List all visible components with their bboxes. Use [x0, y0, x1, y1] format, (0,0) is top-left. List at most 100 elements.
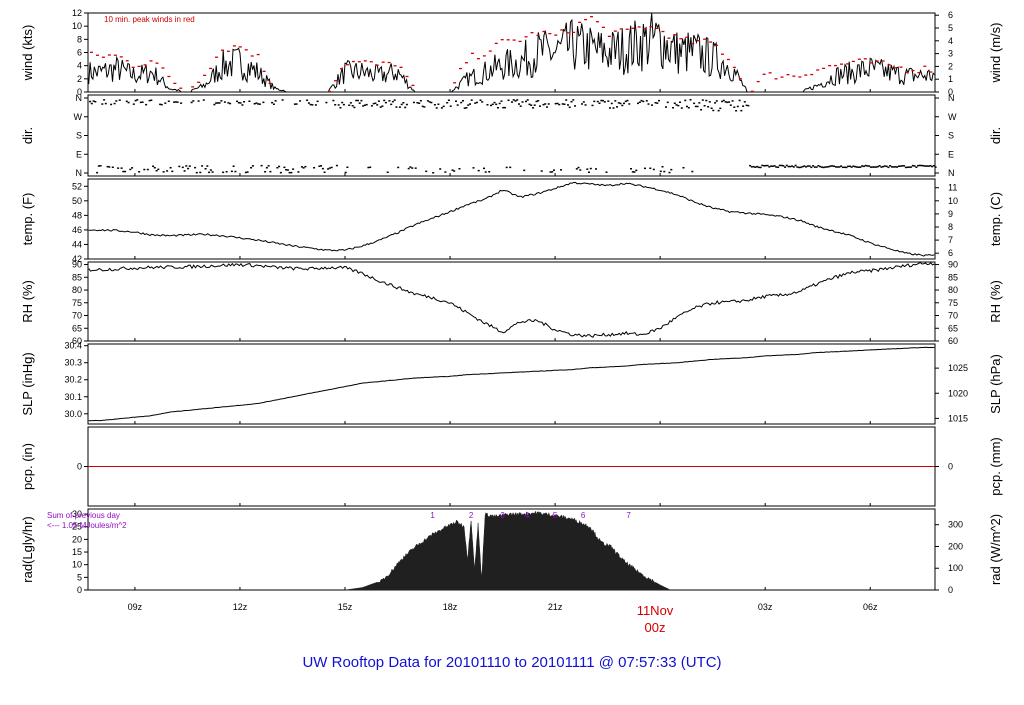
wind-direction-point — [381, 105, 384, 107]
panel-3: temp. (F) temp. (C) 42 44 46 48 50 52 6 7 8 9 10 11 — [20, 178, 1003, 264]
y-tick-label-right: 8 — [948, 222, 953, 232]
wind-direction-point — [735, 110, 738, 112]
wind-direction-point — [157, 168, 160, 171]
date-marker-hour: 00z — [645, 620, 666, 635]
wind-direction-point — [153, 167, 156, 169]
wind-direction-point — [868, 165, 871, 167]
wind-direction-point — [610, 102, 613, 105]
wind-direction-point — [225, 171, 228, 173]
wind-direction-point — [721, 100, 724, 103]
wind-direction-point — [141, 101, 144, 103]
y-tick-label-left: 30.2 — [64, 375, 82, 385]
y-tick-label-left: E — [76, 149, 82, 159]
y-tick-label-right: 0 — [948, 585, 953, 595]
wind-direction-point — [138, 171, 141, 173]
wind-direction-point — [302, 167, 305, 169]
wind-direction-point — [483, 167, 485, 170]
wind-direction-point — [722, 99, 725, 102]
wind-direction-point — [624, 100, 627, 103]
panel-5: SLP (inHg) SLP (hPa) 30.0 30.1 30.2 30.3 30.4 1… — [20, 341, 1003, 425]
wind-direction-point — [148, 99, 151, 102]
wind-direction-point — [463, 107, 466, 109]
wind-direction-point — [614, 100, 617, 102]
wind-direction-point — [337, 104, 340, 106]
wind-direction-point — [519, 105, 522, 107]
y-tick-label-right: 3 — [948, 49, 953, 59]
wind-direction-point — [743, 101, 746, 103]
wind-direction-point — [514, 100, 517, 102]
wind-direction-point — [736, 105, 739, 108]
wind-direction-point — [589, 167, 592, 170]
wind-direction-point — [486, 104, 489, 106]
wind-direction-point — [773, 165, 776, 167]
panel-frame — [87, 261, 936, 342]
wind-direction-point — [810, 166, 813, 169]
wind-direction-point — [390, 103, 393, 106]
y-tick-label-left: 70 — [72, 311, 82, 321]
y-axis-label-left: temp. (F) — [20, 193, 35, 246]
wind-direction-point — [220, 100, 223, 102]
wind-direction-point — [925, 165, 928, 167]
wind-direction-point — [509, 166, 512, 169]
wind-direction-point — [855, 166, 858, 168]
wind-direction-point — [425, 170, 428, 173]
wind-direction-point — [829, 165, 832, 167]
wind-direction-point — [449, 105, 452, 107]
wind-direction-point — [166, 170, 169, 172]
y-tick-label-left: 6 — [77, 48, 82, 58]
wind-direction-point — [553, 169, 555, 171]
wind-direction-point — [152, 165, 155, 167]
wind-direction-point — [405, 103, 408, 106]
wind-direction-point — [134, 99, 137, 102]
series-line — [88, 261, 935, 338]
wind-direction-point — [539, 105, 541, 107]
wind-direction-point — [276, 167, 279, 169]
y-axis-label-left: SLP (inHg) — [20, 352, 35, 415]
wind-direction-point — [759, 166, 762, 169]
wind-direction-point — [637, 102, 639, 105]
panel-4: RH (%) RH (%) 60 65 70 75 80 85 90 60 65 70 75 80 85 90 — [20, 260, 1003, 346]
wind-direction-point — [670, 168, 673, 171]
wind-direction-point — [118, 99, 121, 101]
wind-direction-point — [131, 167, 134, 169]
wind-direction-point — [351, 105, 354, 107]
wind-direction-point — [518, 103, 520, 105]
wind-direction-point — [806, 165, 809, 167]
wind-direction-point — [455, 100, 457, 102]
wind-direction-point — [222, 171, 225, 174]
wind-direction-point — [349, 102, 352, 104]
sun-marker-label: 3 — [500, 511, 505, 520]
wind-direction-point — [525, 100, 527, 103]
wind-direction-point — [593, 100, 596, 103]
wind-direction-point — [481, 101, 484, 103]
wind-direction-point — [320, 165, 323, 167]
wind-direction-point — [318, 165, 321, 167]
radiation-annotation: <--- 1.05 MJoules/m^2 — [47, 521, 127, 530]
y-axis-label-left: RH (%) — [20, 280, 35, 323]
wind-direction-point — [703, 105, 706, 107]
wind-direction-point — [915, 166, 918, 168]
wind-direction-point — [101, 103, 104, 105]
y-tick-label-left: 0 — [77, 462, 82, 472]
wind-direction-point — [749, 164, 752, 167]
x-axis: 09z 12z 15z 18z 21z 03z 06z — [128, 602, 878, 612]
y-tick-label-left: 5 — [77, 572, 82, 582]
wind-direction-point — [658, 99, 660, 102]
wind-direction-point — [778, 164, 781, 167]
y-tick-label-right: 80 — [948, 285, 958, 295]
y-tick-label-right: 75 — [948, 298, 958, 308]
wind-direction-point — [516, 99, 519, 101]
panel-frame — [87, 343, 936, 425]
wind-direction-point — [906, 166, 909, 168]
wind-direction-point — [369, 166, 372, 168]
wind-direction-point — [426, 100, 429, 102]
wind-direction-point — [712, 109, 715, 112]
wind-direction-point — [847, 165, 850, 168]
wind-direction-point — [204, 168, 207, 170]
sun-marker-label: 1 — [430, 511, 435, 520]
wind-direction-point — [185, 165, 188, 167]
wind-direction-point — [922, 165, 925, 167]
y-tick-label-left: 15 — [72, 547, 82, 557]
y-tick-label-left: 44 — [72, 239, 82, 249]
